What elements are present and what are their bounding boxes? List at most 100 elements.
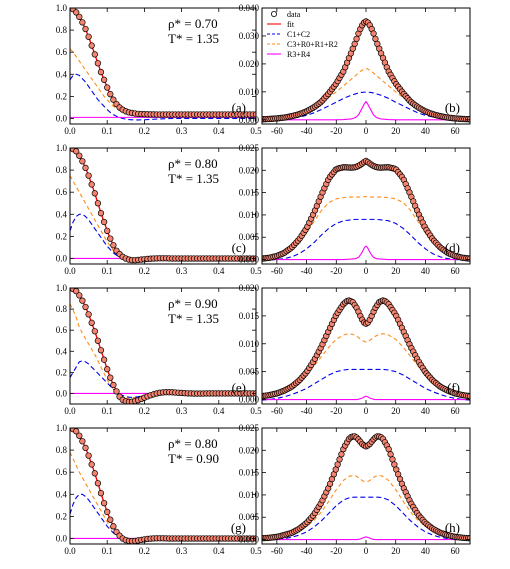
x-tick-label-a-0: 0.0	[64, 126, 76, 136]
legend-label-data: data	[287, 10, 301, 19]
x-tick-label-h-4: 20	[391, 546, 401, 556]
y-tick-label-d-0: 0.000	[239, 255, 260, 265]
annotation-g-0: ρ* = 0.80	[168, 436, 218, 451]
series-c1c2-g	[70, 493, 256, 541]
data-point-e-3	[76, 292, 83, 299]
data-point-a-13	[107, 91, 114, 98]
data-point-c-13	[107, 235, 114, 242]
data-point-g-8	[91, 470, 98, 477]
series-c1c2-b	[262, 91, 470, 122]
x-tick-label-b-2: -20	[330, 126, 342, 136]
x-tick-label-a-3: 0.3	[176, 126, 188, 136]
data-point-a-2	[73, 9, 80, 16]
data-markers-g	[70, 428, 256, 544]
y-tick-label-g-5: 1.0	[56, 423, 68, 433]
x-tick-label-b-5: 40	[421, 126, 431, 136]
y-tick-label-g-1: 0.2	[56, 511, 67, 521]
panel-e: 0.0 0.1 0.2 0.3 0.4 0.5 0.0 0.2 0.4 0.6 0.8 1.0 (e) ρ…	[56, 283, 262, 416]
axes-frame-a	[69, 7, 257, 125]
panel-label-b: (b)	[445, 100, 460, 115]
x-tick-label-c-1: 0.1	[102, 266, 113, 276]
data-point-h-68	[387, 451, 394, 458]
panel-a: 0.0 0.1 0.2 0.3 0.4 0.5 0.0 0.2 0.4 0.6 0.8 1.0 (a) ρ…	[56, 3, 262, 136]
data-point-c-8	[91, 190, 98, 197]
data-markers-b	[262, 18, 470, 123]
y-tick-label-h-2: 0.010	[239, 490, 260, 500]
x-tick-label-a-4: 0.4	[213, 126, 225, 136]
panel-label-e: (e)	[232, 380, 246, 395]
y-tick-label-e-1: 0.2	[56, 367, 67, 377]
x-tick-label-f-5: 40	[421, 406, 431, 416]
legend-label-c1c2: C1+C2	[287, 30, 310, 39]
y-tick-label-g-0: 0.0	[56, 533, 68, 543]
series-c1c2-f	[262, 368, 470, 401]
data-point-g-11	[100, 499, 108, 507]
y-tick-label-a-2: 0.4	[56, 69, 68, 79]
y-tick-label-b-4: 0.040	[239, 3, 260, 13]
data-point-c-9	[94, 200, 102, 207]
x-tick-label-d-6: 60	[451, 266, 461, 276]
data-point-e-7	[88, 319, 95, 326]
x-tick-label-a-2: 0.2	[139, 126, 150, 136]
data-point-b-59	[370, 30, 377, 37]
x-tick-label-g-4: 0.4	[213, 546, 225, 556]
y-tick-label-b-3: 0.030	[239, 31, 260, 41]
data-point-e-5	[82, 303, 89, 311]
y-tick-label-g-3: 0.6	[56, 467, 68, 477]
data-point-h-69	[389, 456, 396, 463]
data-point-g-3	[76, 432, 83, 439]
x-tick-label-e-3: 0.3	[176, 406, 188, 416]
x-tick-label-e-4: 0.4	[213, 406, 225, 416]
x-tick-label-b-1: -40	[301, 126, 313, 136]
x-tick-label-a-5: 0.5	[250, 126, 262, 136]
y-tick-label-c-2: 0.4	[56, 209, 68, 219]
y-tick-label-h-3: 0.015	[239, 468, 260, 478]
x-tick-label-g-3: 0.3	[176, 546, 188, 556]
data-point-e-6	[85, 311, 92, 318]
series-r3r4-d	[262, 245, 470, 261]
y-tick-label-f-2: 0.010	[239, 339, 260, 349]
y-tick-label-h-0: 0.000	[239, 535, 260, 545]
data-point-h-42	[338, 451, 345, 458]
x-tick-label-e-5: 0.5	[250, 406, 262, 416]
data-point-c-3	[76, 152, 83, 159]
x-tick-label-h-3: 0	[364, 546, 369, 556]
data-point-b-50	[353, 35, 360, 43]
data-point-a-5	[82, 25, 89, 33]
x-tick-label-b-3: 0	[364, 126, 369, 136]
y-tick-label-d-1: 0.005	[239, 232, 260, 242]
data-point-c-6	[85, 172, 92, 179]
y-tick-label-c-5: 1.0	[56, 143, 68, 153]
data-point-d-110	[466, 255, 470, 262]
panel-b: -60 -40 -20 0 20 40 60 0.000 0.010 0.020 0.030 0.04…	[239, 3, 471, 136]
series-r3r4-b	[262, 100, 470, 121]
y-tick-label-b-2: 0.020	[239, 59, 260, 69]
x-tick-label-d-3: 0	[364, 266, 369, 276]
data-markers-f	[262, 297, 470, 400]
y-tick-label-d-2: 0.010	[239, 210, 260, 220]
x-tick-label-h-1: -40	[301, 546, 313, 556]
y-tick-label-e-3: 0.6	[56, 325, 68, 335]
x-tick-label-f-1: -40	[301, 406, 313, 416]
x-tick-label-b-4: 20	[391, 126, 401, 136]
y-tick-label-f-0: 0.000	[239, 395, 260, 405]
data-point-a-8	[91, 51, 98, 58]
series-c3r-h	[262, 474, 470, 539]
annotation-e-1: T* = 1.35	[168, 311, 219, 326]
data-point-c-2	[73, 148, 80, 155]
panel-d: -60 -40 -20 0 20 40 60 0.000 0.005 0.010 0.015 0.02…	[239, 143, 471, 276]
panel-label-c: (c)	[232, 240, 246, 255]
data-point-a-4	[79, 19, 86, 26]
data-point-e-11	[100, 356, 108, 363]
annotation-a-0: ρ* = 0.70	[168, 16, 218, 31]
data-point-h-40	[334, 461, 341, 468]
x-tick-label-g-2: 0.2	[139, 546, 150, 556]
x-tick-label-h-0: -60	[271, 546, 283, 556]
series-fit-h	[262, 435, 470, 539]
y-tick-label-h-5: 0.025	[239, 423, 260, 433]
series-c3r-e	[70, 303, 256, 399]
data-point-e-10	[97, 347, 105, 354]
y-tick-label-a-1: 0.2	[56, 91, 67, 101]
